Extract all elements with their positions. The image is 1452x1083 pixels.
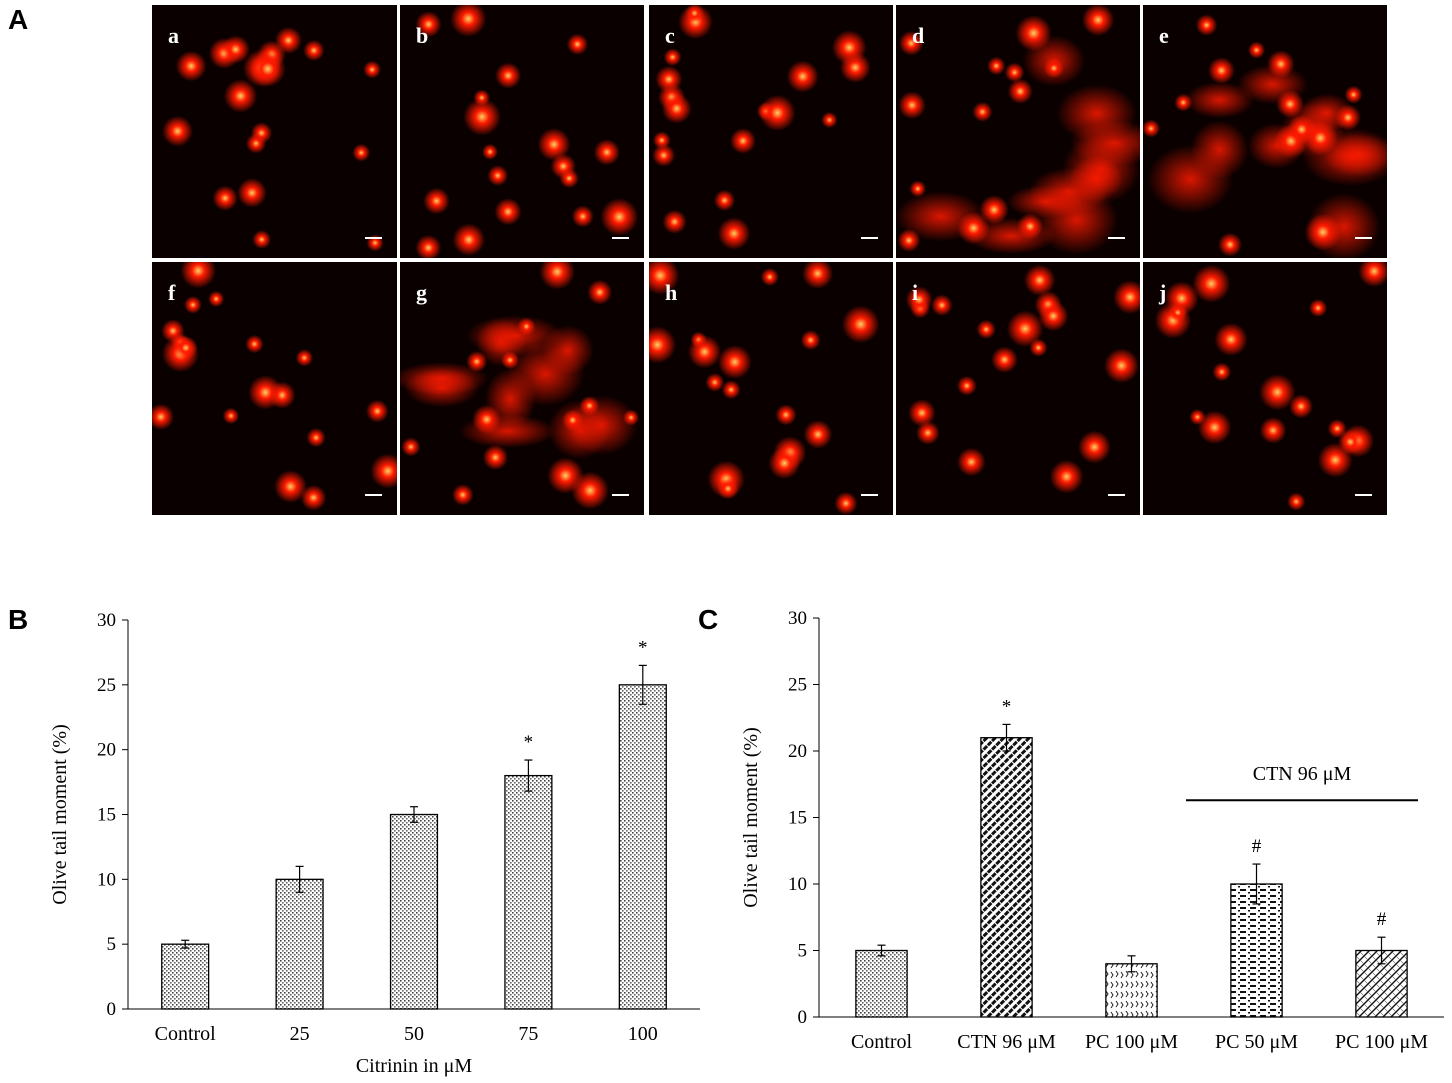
y-tick-label: 25 bbox=[97, 675, 116, 696]
treatment-bracket-label: CTN 96 μM bbox=[1253, 763, 1352, 785]
bar bbox=[618, 684, 667, 1010]
micrograph-b: b bbox=[400, 5, 644, 258]
micrograph-c: c bbox=[649, 5, 893, 258]
micrograph-label: e bbox=[1159, 23, 1169, 48]
bar bbox=[504, 774, 553, 1010]
micrograph-g: g bbox=[400, 262, 644, 515]
micrograph-label: d bbox=[912, 23, 924, 48]
x-tick-label: Control bbox=[155, 1023, 217, 1045]
y-tick-label: 20 bbox=[788, 741, 807, 762]
x-tick-label: Control bbox=[851, 1031, 913, 1053]
y-tick-label: 25 bbox=[788, 675, 807, 696]
x-tick-label: PC 100 μM bbox=[1335, 1031, 1428, 1053]
significance-marker: * bbox=[638, 637, 648, 658]
y-tick-label: 30 bbox=[788, 608, 807, 629]
micrograph-label: h bbox=[665, 280, 677, 305]
y-tick-label: 30 bbox=[97, 610, 116, 631]
micrograph-label: c bbox=[665, 23, 675, 48]
bar bbox=[980, 737, 1033, 1018]
micrograph-e: e bbox=[1143, 5, 1387, 258]
y-axis-label: Olive tail moment (%) bbox=[740, 727, 762, 908]
micrograph-label: a bbox=[168, 23, 179, 48]
x-tick-label: 25 bbox=[290, 1023, 310, 1045]
panel-label-a: A bbox=[8, 4, 29, 35]
y-tick-label: 0 bbox=[798, 1007, 808, 1028]
x-tick-label: 50 bbox=[404, 1023, 424, 1045]
micrograph-j: j bbox=[1143, 262, 1387, 515]
y-tick-label: 20 bbox=[97, 740, 116, 761]
chart-b: 0 5 10 15 20 25 30 Olive tail moment (%) Control… bbox=[49, 610, 700, 1077]
significance-marker: * bbox=[1002, 696, 1012, 717]
micrograph-label: b bbox=[416, 23, 428, 48]
micrograph-h: h bbox=[649, 262, 893, 515]
x-tick-label: PC 100 μM bbox=[1085, 1031, 1178, 1053]
y-tick-label: 0 bbox=[107, 999, 117, 1020]
bar bbox=[161, 943, 210, 1010]
micrograph-i: i bbox=[896, 262, 1140, 515]
x-tick-label: 100 bbox=[628, 1023, 658, 1045]
y-tick-label: 5 bbox=[107, 934, 117, 955]
x-tick-label: 75 bbox=[518, 1023, 538, 1045]
micrograph-d: d bbox=[896, 5, 1140, 258]
bar bbox=[1230, 883, 1283, 1018]
bar bbox=[1105, 963, 1158, 1018]
panel-label-c: C bbox=[698, 604, 719, 635]
bar bbox=[389, 813, 439, 1010]
micrograph-label: j bbox=[1158, 280, 1166, 305]
significance-marker: * bbox=[524, 732, 534, 753]
significance-marker: # bbox=[1377, 909, 1387, 930]
x-tick-label: CTN 96 μM bbox=[957, 1031, 1056, 1053]
y-tick-label: 15 bbox=[97, 805, 116, 826]
x-tick-label: PC 50 μM bbox=[1215, 1031, 1298, 1053]
panel-label-b: B bbox=[8, 604, 29, 635]
y-axis-label: Olive tail moment (%) bbox=[49, 724, 71, 905]
y-tick-label: 5 bbox=[798, 941, 808, 962]
micrograph-grid: a b c d e f g h i j bbox=[152, 5, 1387, 515]
bar bbox=[275, 878, 324, 1010]
y-tick-label: 10 bbox=[97, 869, 116, 890]
micrograph-a: a bbox=[152, 5, 397, 258]
bar bbox=[855, 949, 908, 1018]
y-tick-label: 10 bbox=[788, 874, 807, 895]
significance-marker: # bbox=[1252, 836, 1262, 857]
micrograph-label: i bbox=[912, 280, 918, 305]
micrograph-label: f bbox=[168, 280, 176, 305]
x-axis-label: Citrinin in μM bbox=[356, 1055, 473, 1077]
micrograph-label: g bbox=[416, 280, 427, 305]
y-tick-label: 15 bbox=[788, 808, 807, 829]
micrograph-f: f bbox=[152, 262, 397, 515]
